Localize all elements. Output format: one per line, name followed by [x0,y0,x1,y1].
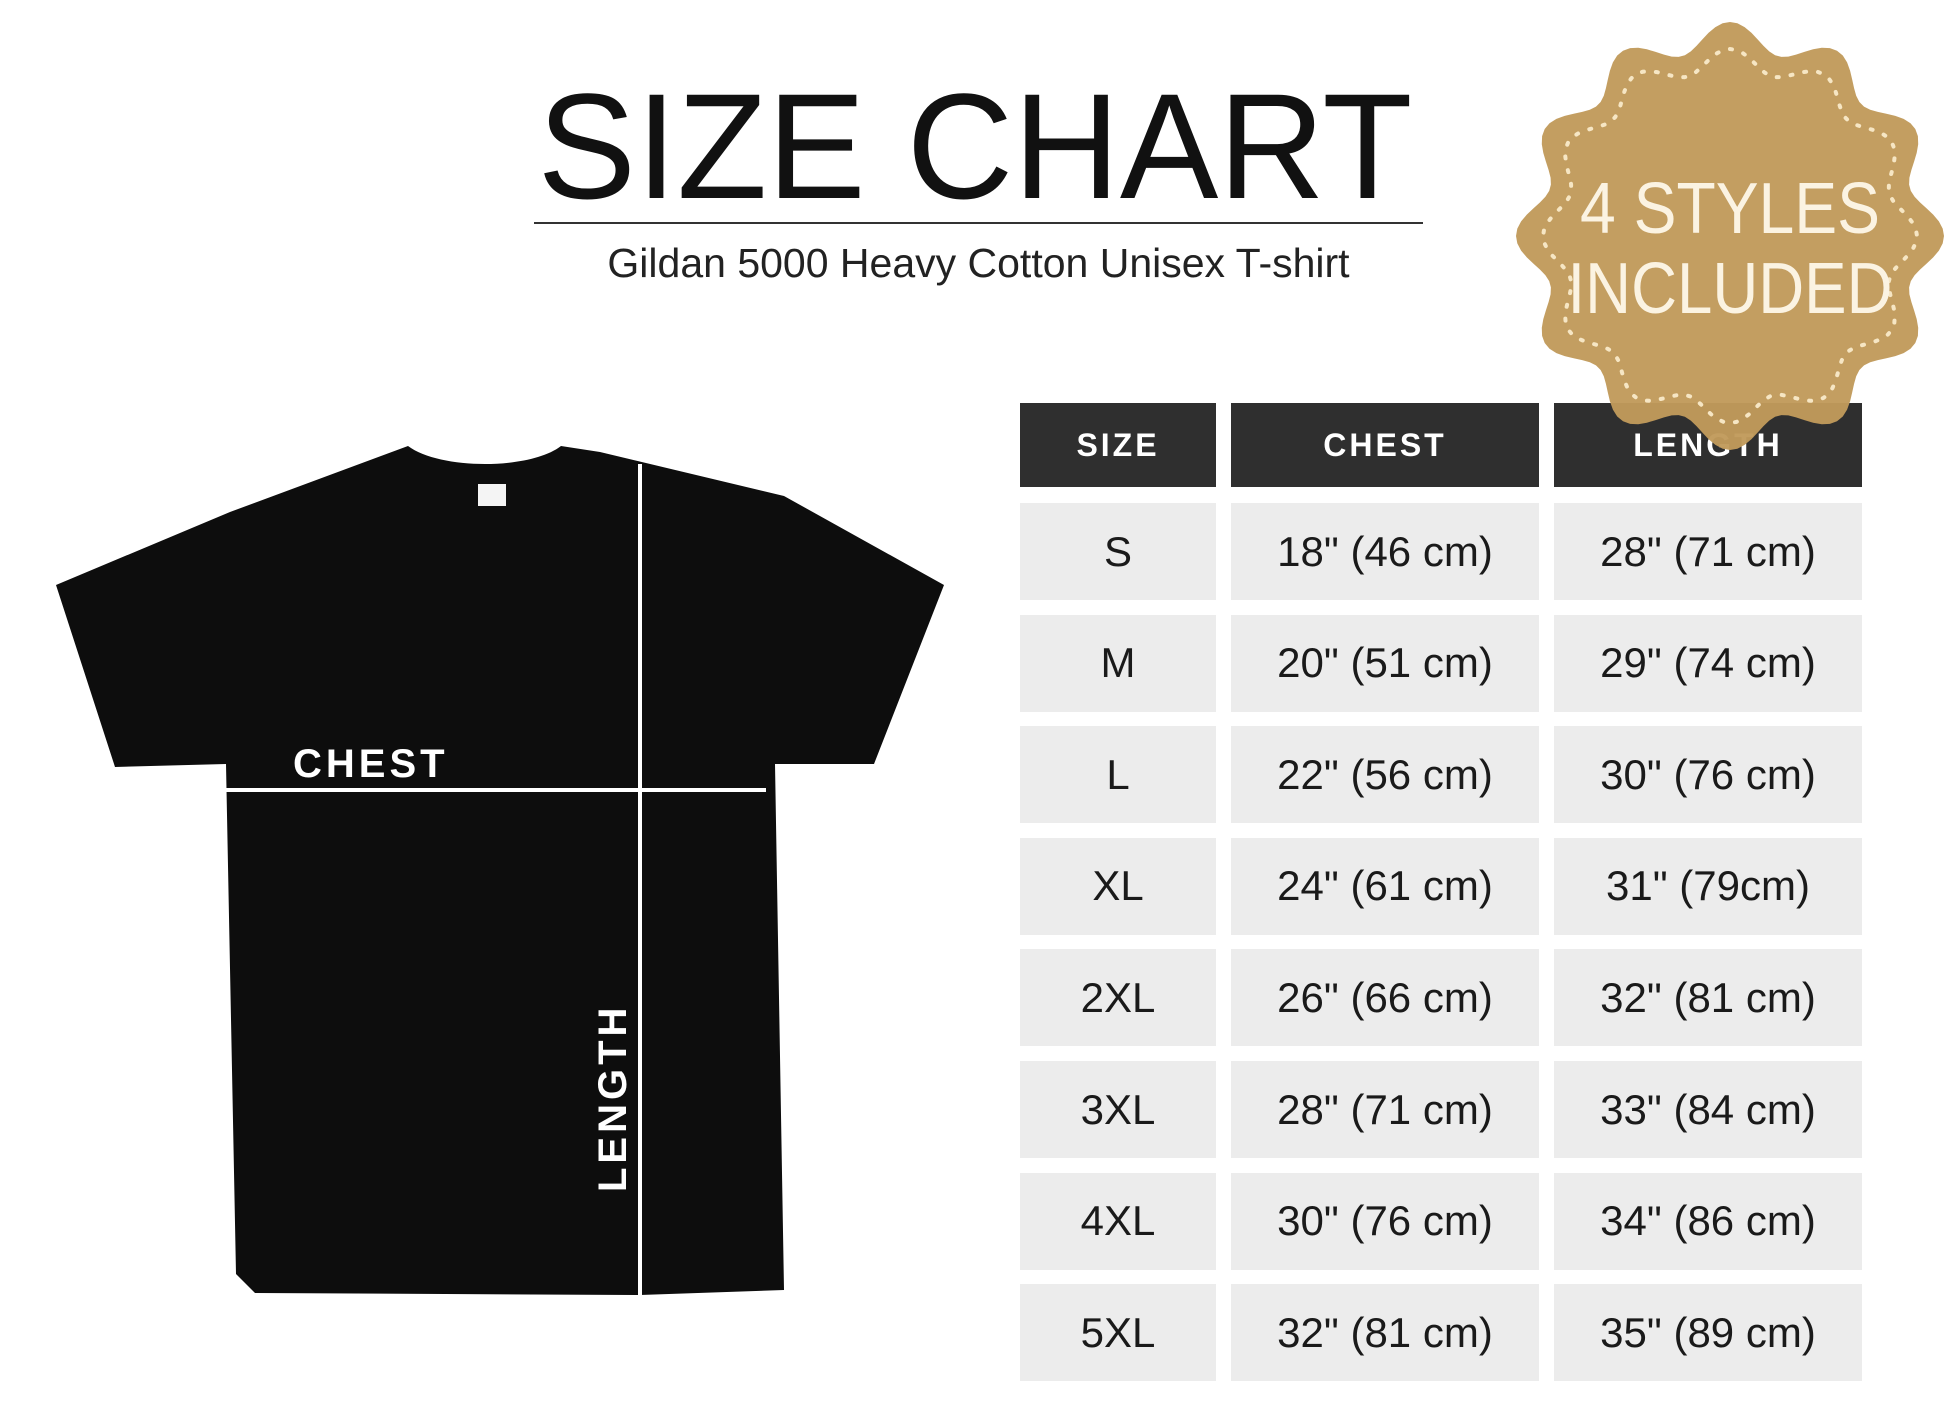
length-measure-line [638,464,642,1315]
table-cell-chest: 26" (66 cm) [1231,949,1539,1047]
table-cell-length: 35" (89 cm) [1554,1284,1862,1382]
table-cell-size: XL [1020,837,1216,935]
tshirt-diagram: CHEST LENGTH [56,446,944,1315]
styles-badge: 4 STYLES INCLUDED [1516,22,1944,450]
table-cell-chest: 20" (51 cm) [1231,614,1539,712]
badge-line1: 4 STYLES [1580,169,1880,249]
table-cell-size: 2XL [1020,949,1216,1047]
table-cell-size: 5XL [1020,1284,1216,1382]
chest-measure-line [226,788,766,792]
length-label: LENGTH [591,1004,635,1192]
table-cell-size: 3XL [1020,1061,1216,1158]
chest-label: CHEST [293,742,449,786]
table-cell-length: 30" (76 cm) [1554,726,1862,824]
badge-dotted-border [1540,46,1920,426]
badge-line2: INCLUDED [1568,249,1893,329]
table-cell-chest: 32" (81 cm) [1231,1284,1539,1382]
table-cell-length: 33" (84 cm) [1554,1061,1862,1158]
table-cell-chest: 18" (46 cm) [1231,503,1539,600]
shirt-tag [478,484,506,506]
table-cell-chest: 30" (76 cm) [1231,1172,1539,1270]
page-subtitle: Gildan 5000 Heavy Cotton Unisex T-shirt [607,240,1350,286]
table-cell-length: 32" (81 cm) [1554,949,1862,1047]
table-cell-size: S [1020,503,1216,600]
table-cell-length: 34" (86 cm) [1554,1172,1862,1270]
table-cell-length: 31" (79cm) [1554,837,1862,935]
table-cell-size: 4XL [1020,1172,1216,1270]
column-header-size: SIZE [1020,403,1216,487]
page-title: SIZE CHART [538,70,1413,210]
badge-seal-shape [1516,22,1944,450]
table-cell-chest: 28" (71 cm) [1231,1061,1539,1158]
table-cell-length: 29" (74 cm) [1554,614,1862,712]
table-cell-length: 28" (71 cm) [1554,503,1862,600]
title-divider [534,222,1423,224]
table-cell-size: M [1020,614,1216,712]
table-cell-chest: 22" (56 cm) [1231,726,1539,824]
column-header-chest: CHEST [1231,403,1539,487]
tshirt-shape [56,446,944,1295]
table-cell-size: L [1020,726,1216,824]
page-title-wrap: SIZE CHART [538,70,1413,210]
table-cell-chest: 24" (61 cm) [1231,837,1539,935]
